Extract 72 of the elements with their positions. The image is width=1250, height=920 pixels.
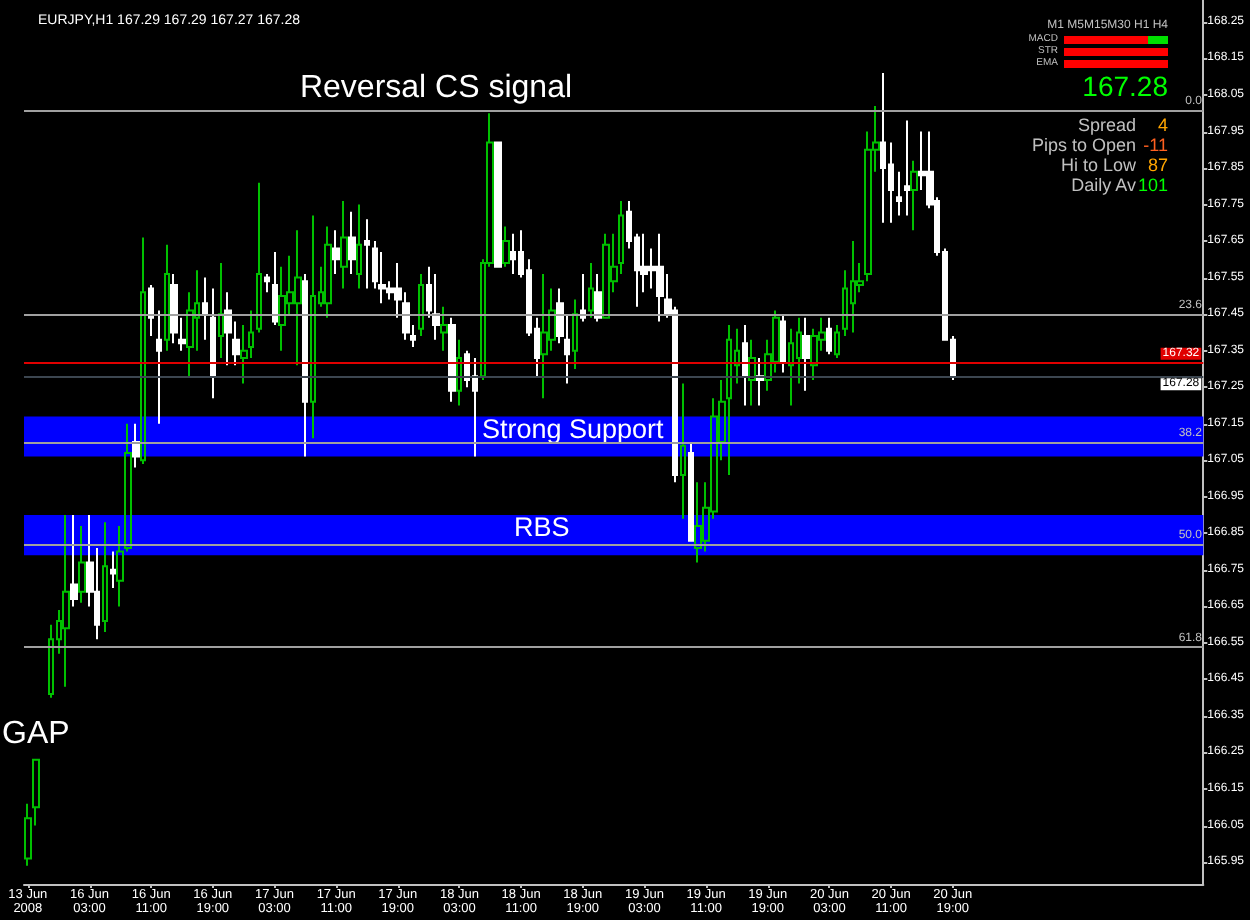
candlestick bbox=[110, 550, 116, 590]
candlestick bbox=[602, 232, 610, 319]
annotation: GAP bbox=[2, 717, 70, 751]
candlestick bbox=[896, 170, 902, 217]
annotation: 101 bbox=[1137, 175, 1168, 195]
candlestick bbox=[294, 229, 302, 367]
annotation: Daily Av bbox=[1071, 175, 1137, 195]
candlestick bbox=[170, 272, 178, 345]
candlestick bbox=[356, 203, 362, 290]
candlestick bbox=[834, 324, 840, 359]
candlestick bbox=[432, 272, 440, 341]
annotation: -11 bbox=[1143, 135, 1168, 155]
candlestick bbox=[202, 276, 208, 341]
candlestick bbox=[494, 141, 502, 268]
annotation: Pips to Open bbox=[1031, 135, 1136, 155]
candlestick bbox=[510, 232, 516, 275]
candlestick bbox=[302, 272, 308, 458]
candlestick bbox=[456, 338, 462, 407]
candlestick bbox=[588, 262, 594, 319]
annotation: Spread bbox=[1077, 115, 1136, 135]
candlestick bbox=[340, 199, 348, 290]
candlestick bbox=[418, 272, 424, 338]
candlestick bbox=[748, 338, 756, 407]
annotation: 167.28 bbox=[1082, 70, 1169, 102]
candlestick bbox=[502, 225, 510, 268]
candlestick bbox=[324, 225, 332, 319]
candlestick bbox=[802, 316, 810, 392]
candlestick bbox=[540, 272, 548, 400]
candlestick bbox=[904, 119, 910, 217]
candlestick bbox=[364, 218, 370, 290]
candlestick bbox=[156, 309, 162, 425]
candlestick bbox=[742, 324, 748, 407]
candlestick bbox=[140, 236, 146, 465]
annotation: Hi to Low bbox=[1060, 155, 1137, 175]
candlestick bbox=[826, 316, 832, 356]
candlestick bbox=[756, 356, 764, 407]
candlestick bbox=[224, 291, 232, 367]
candlestick bbox=[472, 356, 478, 458]
candlestick bbox=[780, 313, 786, 374]
candlestick bbox=[726, 324, 732, 476]
annotation: 4 bbox=[1157, 115, 1168, 135]
candlestick bbox=[688, 441, 694, 542]
candlestick bbox=[348, 210, 356, 275]
candlestick bbox=[272, 251, 278, 327]
candlestick bbox=[680, 382, 686, 520]
band-label: RBS bbox=[514, 512, 570, 543]
candlestick bbox=[880, 72, 886, 224]
candlestick bbox=[70, 514, 78, 608]
candlestick bbox=[132, 422, 140, 469]
candlestick bbox=[594, 272, 602, 323]
candlestick bbox=[264, 272, 270, 294]
candlestick bbox=[850, 240, 856, 334]
candlestick bbox=[62, 514, 70, 688]
candlestick bbox=[164, 243, 170, 352]
candlestick bbox=[580, 272, 586, 323]
candlestick bbox=[310, 214, 316, 440]
candlestick bbox=[102, 521, 108, 633]
annotation: 87 bbox=[1147, 155, 1168, 175]
candlestick bbox=[694, 481, 702, 564]
candlestick bbox=[656, 232, 664, 323]
candlestick bbox=[448, 316, 456, 403]
annotation: Reversal CS signal bbox=[299, 71, 573, 105]
candlestick bbox=[148, 283, 154, 338]
candlestick bbox=[440, 305, 448, 352]
candlestick bbox=[78, 525, 86, 604]
candlestick bbox=[256, 181, 262, 334]
candlestick bbox=[910, 159, 918, 232]
candlestick bbox=[332, 229, 340, 275]
candlestick bbox=[572, 298, 578, 370]
band-label: Strong Support bbox=[482, 414, 665, 445]
candlestick bbox=[210, 287, 216, 400]
candlestick bbox=[218, 262, 224, 359]
